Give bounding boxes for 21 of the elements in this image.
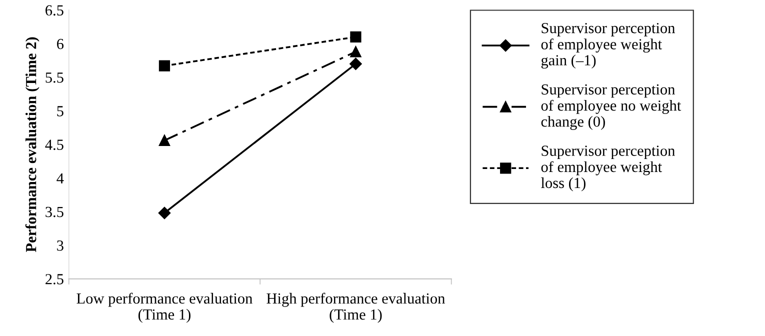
point (350, 31, 362, 43)
point (158, 60, 170, 72)
point (158, 134, 170, 146)
y-tick-label: 3.5 (46, 206, 64, 218)
point (158, 206, 171, 220)
y-tick-label: 4 (56, 173, 64, 184)
y-tick-label: 4.5 (45, 140, 64, 150)
y-axis-title: Performance evaluation (Time 2) (25, 37, 40, 252)
x-tick-label: High performance evaluation (Time 1) (266, 292, 445, 323)
point (350, 46, 362, 58)
y-tick-label: 5 (57, 106, 64, 116)
y-tick-label: 6 (57, 38, 64, 50)
x-tick-label: Low performance evaluation (Time 1) (76, 292, 252, 323)
legend-label: Supervisor perception of employee no weight change (0) (541, 84, 682, 130)
y-tick-label: 6.5 (46, 5, 64, 16)
y-tick-label: 2.5 (46, 274, 64, 284)
y-tick-label: 5.5 (46, 72, 64, 83)
point (350, 58, 362, 70)
y-tick-label: 3 (57, 240, 64, 251)
legend-label: Supervisor perception of employee weight loss (1) (541, 146, 676, 192)
legend-label: Supervisor perception of employee weight gain (–1) (541, 22, 676, 69)
